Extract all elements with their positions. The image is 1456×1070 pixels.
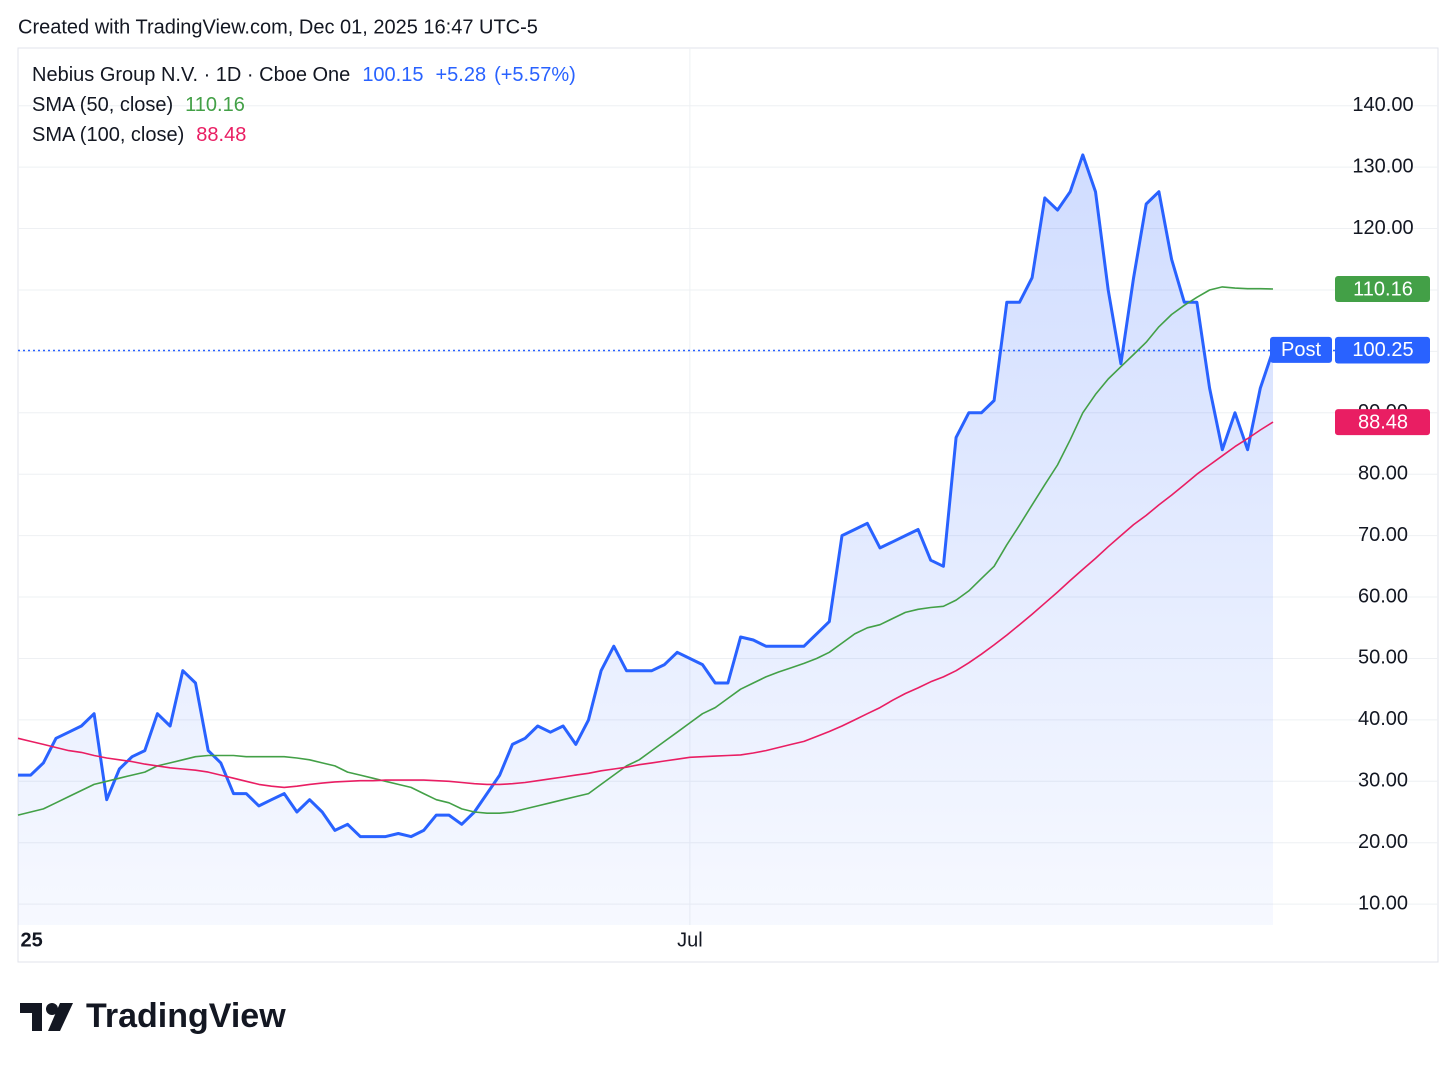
legend-sma50-value: 110.16 [185,94,245,116]
legend-main: Nebius Group N.V. · 1D · Cboe One 100.15 +… [32,64,576,86]
legend-sma100-name: SMA (100, close) [32,124,184,146]
axis: 10.00 20.00 30.00 40.00 50.00 60.00 70.00 80.00… [21,94,1430,951]
y-tick-label: 20.00 [1358,831,1408,853]
plot [17,153,1335,925]
brand-logo [20,1003,73,1031]
sma-line [17,421,1274,789]
legend-sma50: SMA (50, close) 110.16 [32,94,245,116]
legend-change: +5.28 [435,64,486,86]
y-tick-label: 10.00 [1358,892,1408,914]
x-tick-label: Jul [677,929,703,951]
y-tick-label: 40.00 [1358,708,1408,730]
y-tick-label: 50.00 [1358,647,1408,669]
post-badge-label: Post [1281,339,1321,361]
post-value-badge [1335,336,1430,363]
y-tick-label: 130.00 [1352,155,1413,177]
legend-sma50-name: SMA (50, close) [32,94,173,116]
y-tick-label: 80.00 [1358,462,1408,484]
chart-frame [17,47,1439,963]
post-value-badge-label: 100.25 [1352,339,1413,361]
legend-change-percent: (+5.57%) [494,64,576,86]
y-tick-label: 70.00 [1358,524,1408,546]
y-tick-label: 120.00 [1352,217,1413,239]
attribution: Created with TradingView.com, Dec 01, 20… [18,16,538,38]
legend-sma100-value: 88.48 [196,124,246,146]
price-line [18,153,1275,839]
y-tick-label: 30.00 [1358,770,1408,792]
legend-sma100: SMA (100, close) 88.48 [32,124,246,146]
legend-symbol: Nebius Group N.V. · 1D · Cboe One [32,64,350,86]
brand-name: TradingView [86,997,286,1035]
y-tick-label: 140.00 [1352,94,1413,116]
post-badge [1270,336,1332,363]
y-tick-label: 60.00 [1358,585,1408,607]
sma100-badge-label: 88.48 [1358,411,1408,433]
price-area [18,154,1273,925]
sma100-badge [1335,409,1430,436]
x-tick-label: 25 [21,929,43,951]
sma50-badge-label: 110.16 [1353,278,1413,300]
sma50-badge [1335,275,1430,302]
sma-line [17,286,1274,816]
legend-price: 100.15 [362,64,423,86]
